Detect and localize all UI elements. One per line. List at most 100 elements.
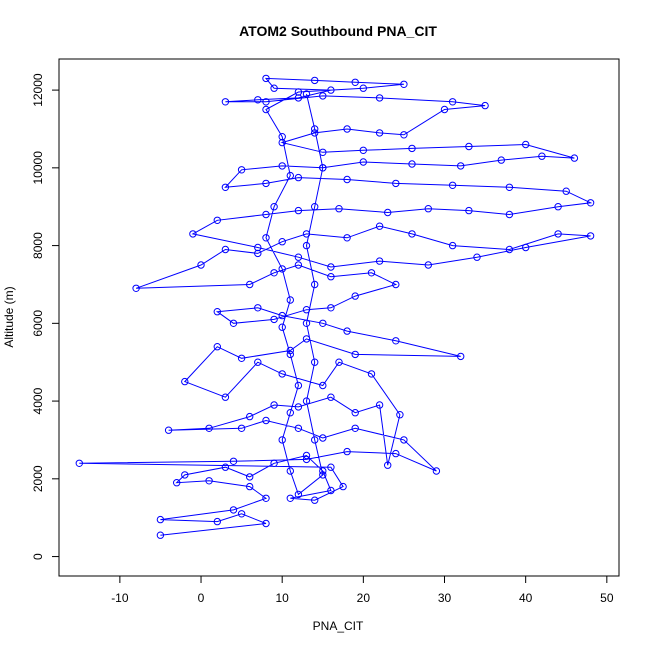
x-tick-label: 30 (438, 591, 452, 605)
data-point (432, 467, 441, 475)
data-point (75, 459, 84, 467)
data-point (229, 506, 238, 514)
data-point (408, 160, 416, 168)
data-point (221, 245, 230, 254)
data-point (213, 308, 222, 316)
data-point (294, 88, 303, 96)
data-point (213, 216, 222, 225)
data-point (319, 381, 327, 390)
data-point (351, 409, 359, 417)
data-point (351, 350, 359, 359)
data-point (286, 171, 294, 180)
data-point (375, 129, 384, 137)
data-point (302, 397, 311, 405)
data-point (270, 203, 278, 211)
data-point (522, 243, 530, 252)
data-point (311, 76, 319, 85)
data-point (311, 125, 319, 133)
data-point (384, 208, 392, 217)
y-tick-label: 0 (31, 553, 45, 560)
data-point (505, 210, 514, 219)
data-point (294, 424, 303, 432)
data-point (132, 284, 140, 292)
data-point (505, 245, 514, 254)
data-point (424, 261, 432, 269)
data-point (254, 304, 262, 312)
data-point (497, 156, 505, 164)
data-point (262, 74, 270, 83)
data-point (327, 393, 335, 401)
data-point (229, 319, 238, 327)
data-point (302, 335, 311, 343)
data-point (343, 447, 351, 456)
data-point (302, 90, 311, 98)
data-point (481, 101, 489, 110)
data-point (327, 486, 335, 495)
data-point (343, 125, 351, 133)
data-point (448, 181, 457, 190)
data-point (457, 162, 465, 170)
data-point (262, 98, 270, 106)
data-point (278, 436, 286, 444)
y-tick-label: 8000 (31, 232, 45, 259)
data-point (392, 337, 400, 345)
data-point (294, 173, 303, 182)
chart-title: ATOM2 Southbound PNA_CIT (239, 23, 437, 39)
data-point (473, 253, 481, 261)
data-point (262, 519, 270, 528)
data-point (384, 461, 392, 469)
data-point (221, 98, 230, 106)
data-point (392, 449, 400, 458)
data-point (327, 463, 335, 471)
data-point (237, 424, 246, 432)
data-point (294, 381, 303, 390)
data-point (586, 199, 595, 207)
data-point (327, 304, 335, 312)
data-point (375, 222, 384, 230)
data-point (400, 436, 408, 444)
data-point (213, 517, 222, 526)
data-point (262, 179, 270, 188)
data-point (375, 94, 384, 102)
data-point (286, 467, 294, 475)
data-point (359, 158, 367, 166)
data-point (562, 187, 570, 195)
data-point (351, 424, 359, 432)
data-point (262, 105, 270, 114)
data-point (173, 479, 181, 487)
data-point (367, 269, 376, 277)
data-point (221, 183, 230, 192)
y-axis-label: Altitude (m) (2, 286, 16, 347)
data-point (424, 205, 432, 213)
data-point (270, 315, 278, 324)
data-point (319, 148, 327, 157)
data-point (327, 273, 335, 281)
data-point (237, 166, 246, 174)
data-point (351, 78, 359, 87)
data-point (278, 323, 286, 331)
data-point (311, 436, 319, 444)
data-point (246, 482, 254, 491)
data-point (359, 146, 367, 155)
data-point (408, 230, 416, 238)
y-tick-label: 12000 (31, 73, 45, 107)
y-tick-label: 6000 (31, 310, 45, 337)
data-point (302, 241, 311, 250)
data-point (538, 152, 546, 160)
data-point (294, 261, 303, 269)
data-point (205, 424, 213, 432)
data-point (319, 92, 327, 100)
data-point (221, 393, 230, 401)
data-point (254, 249, 262, 258)
data-point (294, 490, 303, 499)
data-point (392, 179, 400, 188)
data-point (302, 451, 311, 460)
data-point (156, 515, 165, 524)
data-point (465, 142, 473, 151)
data-point (392, 280, 400, 289)
data-point (205, 477, 213, 485)
data-point (311, 358, 319, 366)
data-point (570, 154, 579, 162)
